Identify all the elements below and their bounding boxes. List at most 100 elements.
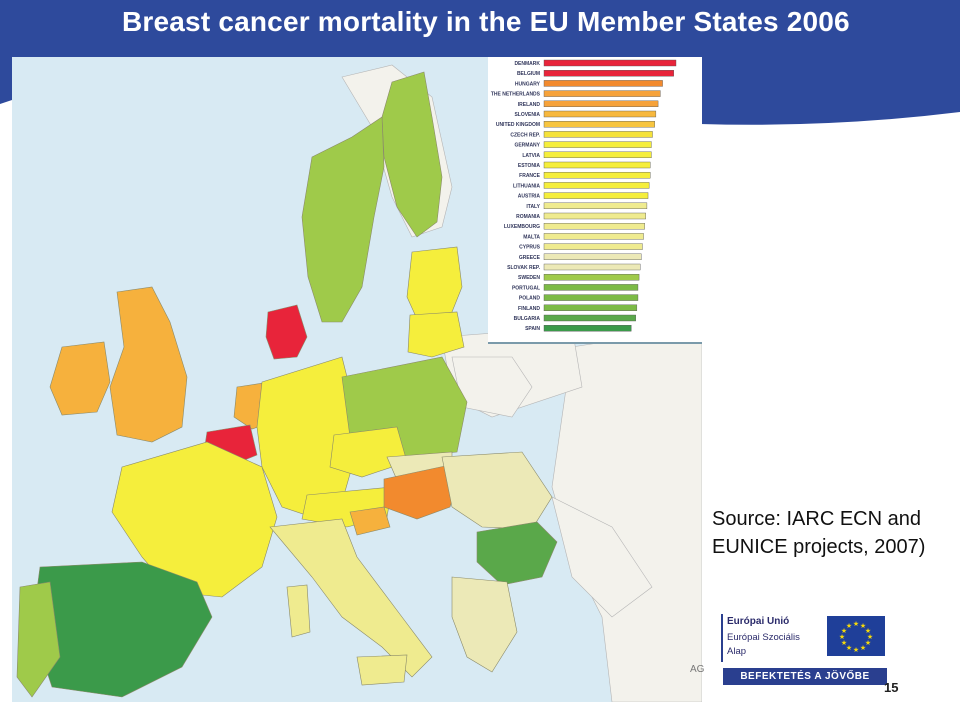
bar-label-denmark: DENMARK [514, 61, 540, 67]
bar-label-bulgaria: BULGARIA [514, 316, 541, 322]
eu-flag-icon: ★ ★ ★ ★ ★ ★ ★ ★ ★ ★ ★ ★ [827, 616, 885, 656]
bar-belgium [543, 69, 674, 77]
svg-text:★: ★ [853, 646, 859, 654]
bar-label-slovak-rep-: SLOVAK REP. [507, 265, 540, 271]
source-line-2: EUNICE projects, 2007) [712, 536, 926, 558]
bar-label-germany: GERMANY [514, 143, 540, 149]
bar-luxembourg [543, 222, 645, 230]
map-credit-fragment: AG [690, 664, 705, 675]
sardinia-region [286, 584, 311, 638]
title-banner: Breast cancer mortality in the EU Member… [0, 0, 960, 130]
svg-text:★: ★ [846, 644, 852, 652]
bar-label-poland: POLAND [519, 296, 541, 302]
bar-label-finland: FINLAND [518, 306, 540, 312]
bar-spain [543, 325, 632, 332]
bar-label-slovenia: SLOVENIA [514, 112, 540, 118]
svg-text:★: ★ [865, 627, 871, 635]
bar-label-portugal: PORTUGAL [512, 285, 540, 291]
bar-finland [543, 304, 638, 312]
bar-hungary [543, 80, 663, 87]
svg-text:★: ★ [865, 639, 871, 647]
bar-estonia [543, 161, 651, 169]
svg-text:★: ★ [841, 627, 847, 635]
bar-label-greece: GREECE [519, 255, 541, 261]
bar-label-austria: AUSTRIA [518, 194, 541, 200]
bar-portugal [543, 284, 639, 291]
bar-label-hungary: HUNGARY [515, 81, 541, 87]
bar-label-romania: ROMANIA [516, 214, 540, 220]
bar-czech-rep- [543, 131, 653, 138]
eu-stars-icon: ★ ★★ ★★★ ★★★ ★★★ [839, 620, 873, 654]
bar-label-sweden: SWEDEN [518, 275, 540, 281]
bar-cyprus [543, 243, 643, 250]
bar-germany [543, 141, 652, 148]
greece-region [451, 576, 518, 673]
bar-romania [543, 212, 646, 220]
svg-text:★: ★ [860, 622, 866, 630]
france-region [111, 441, 278, 598]
source-line-1: Source: IARC ECN and [712, 508, 921, 530]
ranking-bar-chart: DENMARK BELGIUM HUNGARY THE NETHERLANDS IREL… [488, 57, 702, 344]
logo-line-2: Európai Szociális [727, 632, 800, 643]
eu-fund-logo: Európai Unió Európai Szociális Alap ★ ★ ★ … [719, 608, 889, 690]
bar-france [543, 171, 651, 179]
bar-chart-svg: DENMARK BELGIUM HUNGARY THE NETHERLANDS IREL… [491, 59, 677, 332]
bar-label-lithuania: LITHUANIA [513, 183, 540, 189]
denmark-region [265, 304, 308, 360]
logo-line-3: Alap [727, 646, 747, 657]
bar-label-united-kingdom: UNITED KINGDOM [496, 122, 540, 128]
source-note: Source: IARC ECN and EUNICE projects, 20… [712, 505, 925, 561]
svg-text:★: ★ [853, 620, 859, 628]
bar-label-belgium: BELGIUM [517, 71, 540, 77]
bar-austria [543, 192, 649, 199]
bar-poland [543, 294, 639, 301]
svg-text:★: ★ [846, 622, 852, 630]
page-number: 15 [884, 680, 899, 695]
bar-label-malta: MALTA [523, 234, 540, 240]
bar-label-latvia: LATVIA [522, 153, 540, 159]
uk-region [109, 286, 188, 443]
logo-banner: BEFEKTETÉS A JÖVŐBE [723, 668, 887, 685]
ireland-region [49, 341, 111, 416]
page-title: Breast cancer mortality in the EU Member… [122, 6, 850, 37]
bar-denmark [543, 59, 677, 67]
bar-united-kingdom [543, 120, 655, 128]
bar-bulgaria [543, 314, 636, 322]
bar-label-france: FRANCE [519, 173, 540, 179]
header-background [0, 0, 960, 125]
bar-label-italy: ITALY [526, 204, 540, 210]
logo-divider [721, 614, 723, 662]
bar-label-czech-rep-: CZECH REP. [510, 132, 540, 138]
bar-latvia [543, 151, 652, 159]
lithuania-region [407, 311, 465, 358]
sicily-region [356, 654, 408, 686]
baltics-region [406, 246, 463, 320]
bar-malta [543, 233, 644, 240]
italy-region [269, 518, 433, 678]
bar-sweden [543, 273, 640, 281]
svg-text:★: ★ [867, 633, 873, 641]
svg-text:★: ★ [860, 644, 866, 652]
bar-greece [543, 253, 642, 261]
sweden-region [301, 116, 385, 323]
slovenia-region [349, 506, 391, 536]
bulgaria-region [476, 521, 558, 586]
europe-map: DENMARK BELGIUM HUNGARY THE NETHERLANDS IREL… [12, 57, 702, 702]
bar-ireland [543, 100, 659, 107]
bar-label-luxembourg: LUXEMBOURG [504, 224, 540, 230]
bar-slovenia [543, 110, 657, 118]
svg-text:★: ★ [841, 639, 847, 647]
bar-label-spain: SPAIN [525, 326, 540, 332]
bar-label-cyprus: CYPRUS [519, 245, 541, 251]
svg-text:★: ★ [839, 633, 845, 641]
bar-the-netherlands [543, 90, 661, 97]
logo-line-1: Európai Unió [727, 616, 790, 627]
bar-label-the-netherlands: THE NETHERLANDS [491, 92, 541, 98]
portugal-region [16, 581, 61, 698]
bar-slovak-rep- [543, 263, 641, 271]
bar-lithuania [543, 182, 650, 189]
bar-italy [543, 202, 648, 210]
bar-label-ireland: IRELAND [518, 102, 541, 108]
bar-label-estonia: ESTONIA [518, 163, 541, 169]
czech-region [329, 426, 408, 478]
